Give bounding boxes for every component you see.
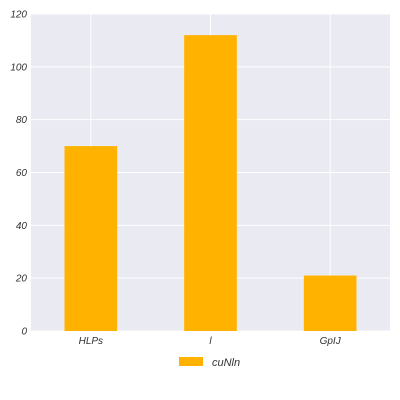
bar-hlps — [64, 146, 118, 331]
legend-swatch — [179, 357, 203, 366]
y-tick-label: 20 — [15, 274, 28, 285]
bar-gpij — [303, 275, 357, 331]
x-tick-label: HLPs — [79, 336, 103, 347]
y-axis-ticks: 0 20 40 60 80 100 120 — [10, 10, 27, 338]
y-tick-label: 80 — [16, 115, 28, 126]
y-tick-label: 40 — [16, 221, 28, 232]
x-tick-label: l — [209, 336, 212, 347]
y-tick-label: 60 — [16, 168, 28, 179]
y-tick-label: 0 — [21, 327, 27, 338]
legend: cuNln — [179, 357, 240, 369]
x-tick-label: GpIJ — [320, 336, 342, 347]
legend-label: cuNln — [212, 357, 240, 369]
x-axis-ticks: HLPs l GpIJ — [79, 336, 342, 347]
bars — [64, 35, 357, 332]
y-tick-label: 120 — [10, 10, 27, 21]
bar-l — [184, 35, 237, 332]
y-tick-label: 100 — [10, 62, 27, 73]
